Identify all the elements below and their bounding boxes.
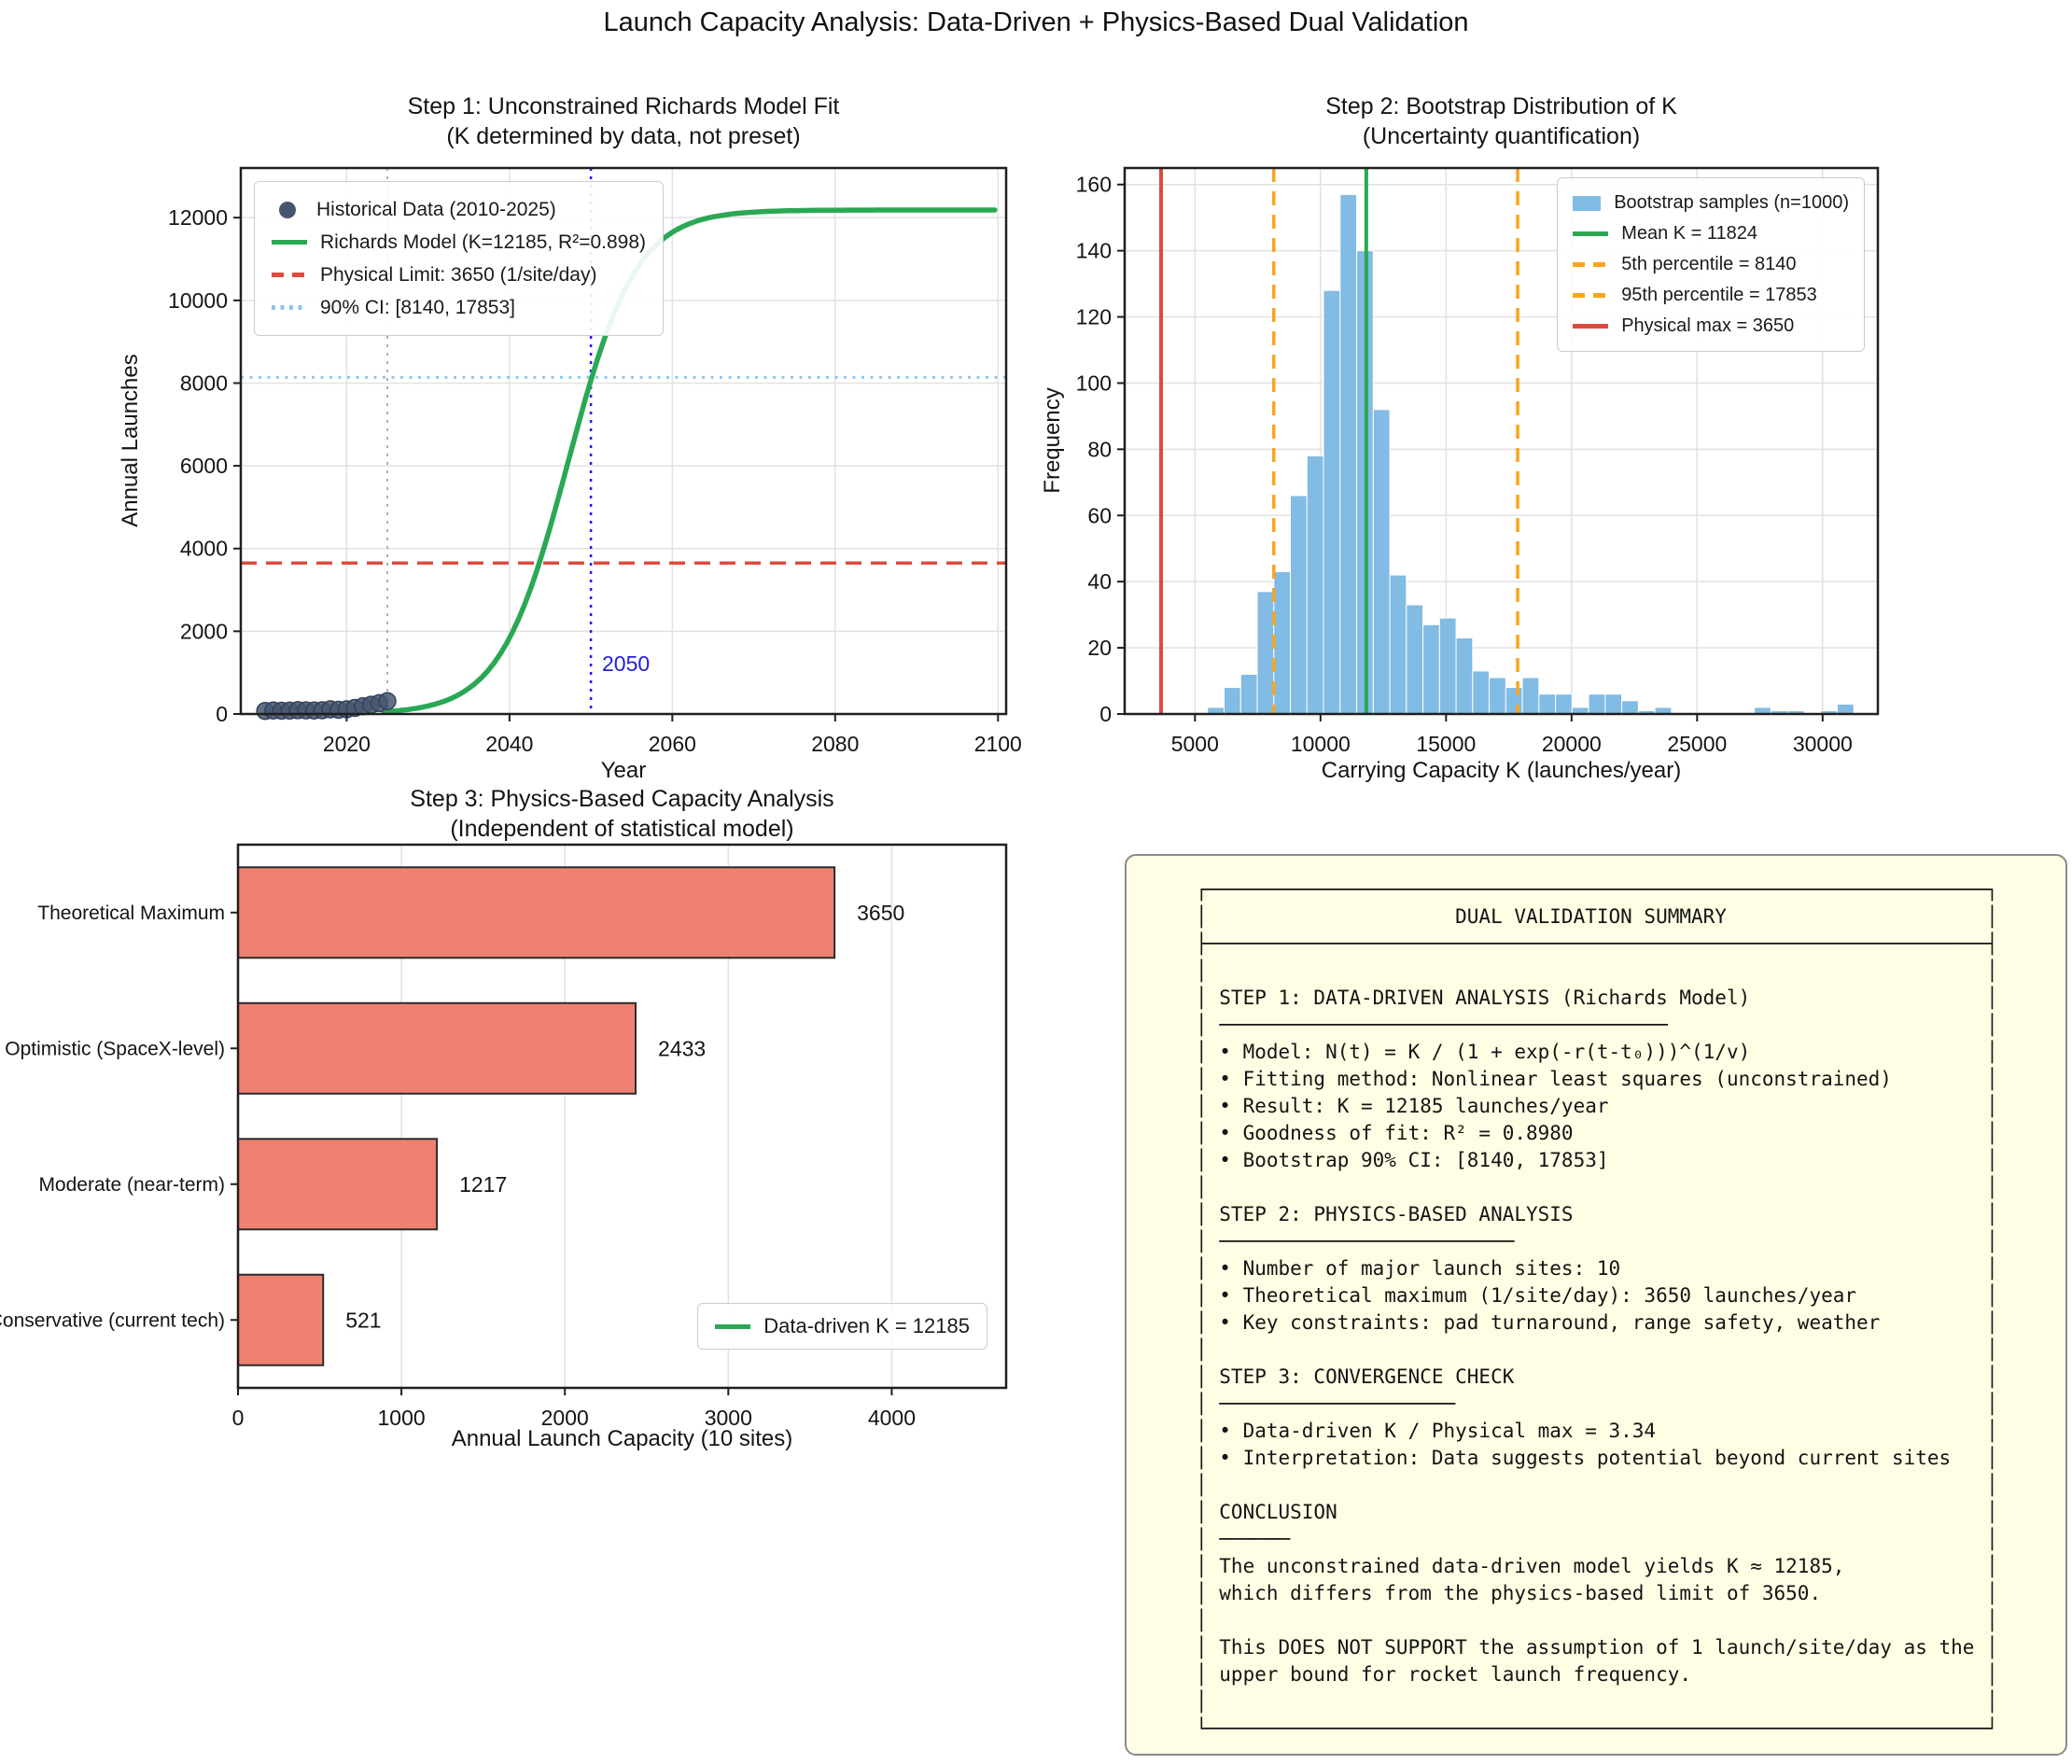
- year-2050-annotation: 2050: [602, 651, 651, 676]
- legend-label: Data-driven K = 12185: [763, 1314, 970, 1337]
- legend-label: 95th percentile = 17853: [1621, 285, 1817, 305]
- svg-text:15000: 15000: [1416, 732, 1476, 756]
- svg-text:Theoretical Maximum: Theoretical Maximum: [37, 903, 225, 924]
- histogram-swatch-icon: [1573, 195, 1602, 211]
- dual-validation-summary-text: ┌───────────────────────────────────────…: [1196, 878, 1998, 1740]
- line-sample-icon: [1573, 231, 1609, 236]
- svg-text:Optimistic (SpaceX-level): Optimistic (SpaceX-level): [5, 1038, 225, 1059]
- legend-item: Richards Model (K=12185, R²=0.898): [272, 226, 646, 259]
- legend-label: Bootstrap samples (n=1000): [1614, 192, 1849, 213]
- legend-item: Physical max = 3650: [1573, 311, 1849, 342]
- legend-item: Historical Data (2010-2025): [272, 193, 646, 226]
- line-sample-icon: [1573, 262, 1609, 267]
- legend-label: 90% CI: [8140, 17853]: [320, 297, 515, 318]
- svg-text:60: 60: [1087, 503, 1112, 527]
- svg-text:1000: 1000: [378, 1406, 426, 1430]
- svg-text:120: 120: [1076, 305, 1112, 329]
- svg-text:4000: 4000: [180, 537, 228, 561]
- svg-text:160: 160: [1076, 173, 1112, 197]
- svg-text:521: 521: [345, 1308, 381, 1332]
- legend-item: Physical Limit: 3650 (1/site/day): [272, 259, 646, 291]
- panel3-title: Step 3: Physics-Based Capacity Analysis …: [238, 784, 1006, 844]
- svg-text:0: 0: [1099, 702, 1112, 726]
- svg-text:3000: 3000: [705, 1406, 752, 1430]
- svg-text:10000: 10000: [168, 288, 228, 313]
- line-sample-icon: [1573, 324, 1609, 329]
- svg-text:4000: 4000: [868, 1406, 916, 1430]
- svg-text:2020: 2020: [323, 732, 371, 756]
- svg-text:25000: 25000: [1667, 732, 1727, 756]
- svg-text:0: 0: [216, 702, 228, 726]
- svg-text:5000: 5000: [1171, 732, 1219, 756]
- svg-text:140: 140: [1076, 239, 1112, 263]
- line-sample-icon: [272, 240, 307, 245]
- dual-validation-summary-box: ┌───────────────────────────────────────…: [1125, 854, 2067, 1756]
- panel1-title-line1: Step 1: Unconstrained Richards Model Fit: [407, 93, 840, 119]
- svg-text:8000: 8000: [180, 371, 228, 395]
- legend-label: Physical max = 3650: [1621, 315, 1795, 336]
- svg-text:100: 100: [1076, 371, 1112, 395]
- panel3-title-line1: Step 3: Physics-Based Capacity Analysis: [410, 786, 834, 812]
- svg-text:2080: 2080: [811, 732, 859, 756]
- legend-item: Mean K = 11824: [1573, 218, 1849, 249]
- legend-item: 5th percentile = 8140: [1573, 249, 1849, 280]
- legend-label: Richards Model (K=12185, R²=0.898): [320, 231, 647, 253]
- line-sample-icon: [272, 305, 307, 310]
- line-sample-icon: [1573, 293, 1609, 298]
- svg-text:1217: 1217: [459, 1172, 507, 1197]
- legend-item: Bootstrap samples (n=1000): [1573, 188, 1849, 218]
- svg-text:6000: 6000: [180, 454, 228, 478]
- svg-text:10000: 10000: [1291, 732, 1351, 756]
- panel1-title-line2: (K determined by data, not preset): [446, 123, 801, 149]
- bootstrap-legend: Bootstrap samples (n=1000) Mean K = 11824…: [1557, 177, 1865, 352]
- legend-label: Mean K = 11824: [1621, 223, 1758, 244]
- line-sample-icon: [715, 1323, 751, 1329]
- richards-fit-legend: Historical Data (2010-2025) Richards Mode…: [254, 181, 665, 336]
- svg-text:30000: 30000: [1793, 732, 1853, 756]
- legend-label: 5th percentile = 8140: [1621, 254, 1797, 274]
- svg-text:3650: 3650: [857, 901, 904, 925]
- panel3-title-line2: (Independent of statistical model): [450, 816, 794, 842]
- svg-text:2100: 2100: [974, 732, 1022, 756]
- scatter-marker-icon: [279, 201, 296, 218]
- panel3-xlabel: Annual Launch Capacity (10 sites): [451, 1426, 793, 1451]
- svg-text:80: 80: [1087, 437, 1112, 461]
- svg-text:40: 40: [1087, 569, 1112, 594]
- panel1-ylabel: Annual Launches: [118, 354, 143, 527]
- svg-text:20: 20: [1087, 636, 1112, 660]
- legend-label: Historical Data (2010-2025): [316, 199, 556, 220]
- svg-text:2060: 2060: [649, 732, 696, 756]
- line-sample-icon: [272, 273, 307, 277]
- svg-text:12000: 12000: [168, 205, 228, 230]
- svg-text:20000: 20000: [1542, 732, 1602, 756]
- panel2-title-line1: Step 2: Bootstrap Distribution of K: [1325, 93, 1677, 119]
- capacity-legend: Data-driven K = 12185: [697, 1303, 987, 1350]
- panel2-xlabel: Carrying Capacity K (launches/year): [1321, 758, 1682, 783]
- svg-text:2040: 2040: [485, 732, 533, 756]
- svg-text:Moderate (near-term): Moderate (near-term): [38, 1174, 225, 1196]
- panel1-xlabel: Year: [600, 758, 647, 783]
- svg-text:2000: 2000: [541, 1406, 589, 1430]
- figure-title: Launch Capacity Analysis: Data-Driven + …: [603, 7, 1469, 37]
- legend-item: 90% CI: [8140, 17853]: [272, 291, 646, 324]
- svg-text:Conservative (current tech): Conservative (current tech): [0, 1309, 225, 1331]
- panel2-title: Step 2: Bootstrap Distribution of K (Unc…: [1125, 91, 1878, 151]
- svg-text:0: 0: [232, 1406, 245, 1430]
- panel1-title: Step 1: Unconstrained Richards Model Fit…: [241, 91, 1006, 151]
- svg-text:2000: 2000: [180, 619, 228, 643]
- legend-label: Physical Limit: 3650 (1/site/day): [320, 264, 597, 286]
- svg-text:2433: 2433: [658, 1036, 706, 1060]
- panel2-ylabel: Frequency: [1040, 387, 1065, 494]
- legend-item: Data-driven K = 12185: [715, 1311, 970, 1341]
- panel2-title-line2: (Uncertainty quantification): [1362, 123, 1641, 149]
- legend-item: 95th percentile = 17853: [1573, 280, 1849, 311]
